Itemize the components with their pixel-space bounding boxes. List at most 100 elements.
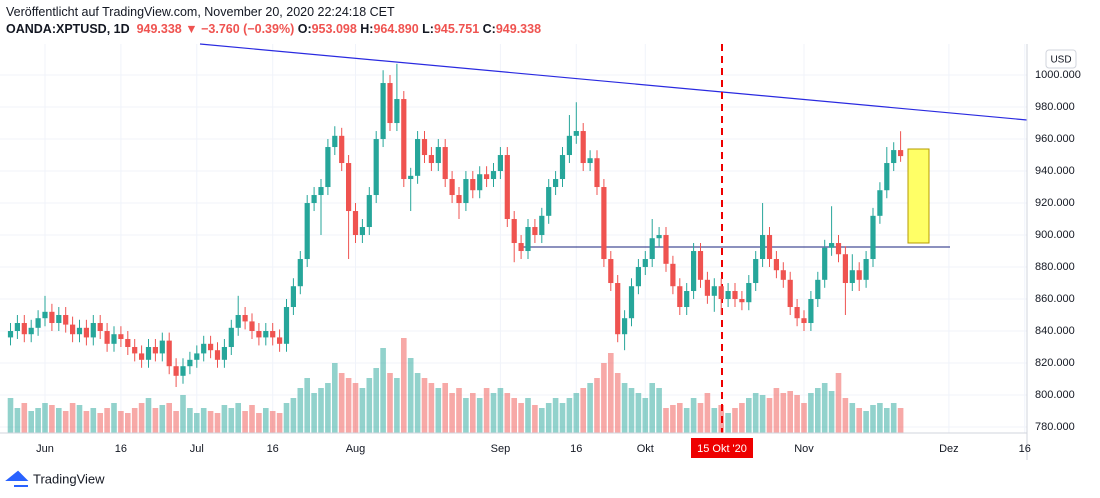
volume-bar [338, 373, 345, 433]
y-tick-label: 1000.000 [1035, 69, 1081, 81]
candle-body [546, 187, 552, 216]
candle-body [49, 311, 55, 324]
candle-body [401, 99, 407, 180]
candle-body [608, 259, 614, 284]
volume-bar [311, 393, 317, 433]
candle-body [104, 331, 110, 344]
y-tick-label: 840.000 [1035, 325, 1075, 337]
volume-bar [269, 411, 276, 433]
volume-bar [283, 403, 290, 433]
candle-body [622, 318, 628, 335]
volume-bar [207, 411, 214, 433]
candle-body [615, 283, 621, 335]
volume-bar [145, 398, 152, 433]
volume-bar [428, 383, 435, 433]
candle-body [849, 270, 855, 284]
volume-bar [290, 398, 297, 433]
volume-bar [649, 383, 655, 433]
candle-body [435, 147, 441, 164]
candle-body [732, 291, 738, 300]
candle-body [187, 359, 193, 367]
volume-bar [56, 408, 62, 433]
candle-body [656, 235, 662, 239]
candle-body [835, 243, 842, 255]
volume-bar [884, 408, 890, 433]
high-label: H: [360, 22, 374, 36]
x-tick-label: Nov [794, 443, 814, 455]
volume-bar [449, 393, 455, 433]
y-tick-label: 820.000 [1035, 357, 1075, 369]
candle-body [283, 307, 290, 344]
volume-bar [152, 408, 159, 433]
x-tick-label: 16 [267, 443, 279, 455]
candle-body [863, 259, 869, 280]
volume-bar [249, 405, 255, 433]
candle-body [898, 150, 904, 157]
volume-bar [497, 388, 504, 433]
volume-bar [111, 403, 117, 433]
volume-bar [90, 408, 97, 433]
candle-body [773, 259, 779, 271]
candle-body [801, 318, 807, 324]
volume-bar [21, 403, 28, 433]
candle-body [670, 263, 676, 287]
candle-body [601, 187, 607, 260]
volume-bar [601, 363, 607, 433]
volume-bar [125, 413, 131, 433]
volume-bar [545, 403, 552, 433]
candle-body [311, 195, 317, 204]
volume-bar [670, 405, 676, 433]
volume-bar [897, 408, 904, 433]
candle-body [442, 147, 448, 180]
candle-body [90, 323, 96, 338]
volume-bar [780, 393, 787, 433]
volume-bar [263, 408, 269, 433]
volume-bar [842, 398, 849, 433]
volume-bar [559, 403, 566, 433]
x-tick-label: 16 [570, 443, 582, 455]
candle-body [277, 337, 283, 344]
candle-body [456, 195, 462, 204]
volume-bar [7, 398, 14, 433]
candle-body [194, 353, 200, 360]
candle-body [760, 235, 766, 260]
candle-body [387, 83, 393, 124]
candle-body [449, 179, 455, 196]
candle-body [180, 366, 186, 376]
volume-bar [166, 403, 172, 433]
volume-bar [407, 358, 414, 433]
candle-body [201, 343, 207, 354]
volume-bar [773, 388, 780, 433]
close: 949.338 [495, 22, 542, 36]
volume-bar [580, 388, 586, 433]
candle-body [518, 243, 524, 252]
candle-body [145, 347, 152, 360]
candle-body [704, 279, 710, 296]
volume-bar [118, 411, 124, 433]
x-tick-label: 16 [115, 443, 127, 455]
candle-body [566, 135, 572, 156]
candle-body [697, 251, 704, 280]
volume-bar [104, 408, 110, 433]
volume-bar [138, 403, 145, 433]
last-price: 949.338 [136, 22, 182, 36]
volume-bar [539, 408, 545, 433]
candle-body [594, 158, 600, 188]
brand: TradingView [33, 471, 105, 486]
crosshair-label-bg [691, 438, 753, 458]
x-tick-label: Sep [491, 443, 511, 455]
volume-bar [525, 398, 531, 433]
candle-body [649, 238, 655, 260]
y-tick-label: 920.000 [1035, 197, 1075, 209]
candle-body [228, 327, 234, 348]
volume-bar [766, 398, 773, 433]
volume-bar [566, 398, 573, 433]
open: 953.098 [311, 22, 357, 36]
volume-bar [221, 405, 228, 433]
volume-bar [35, 408, 41, 433]
symbol-legend: OANDA:XPTUSD, 1D 949.338 ▼ −3.760 (−0.39… [6, 22, 541, 36]
candle-body [780, 270, 786, 280]
volume-bar [532, 405, 538, 433]
